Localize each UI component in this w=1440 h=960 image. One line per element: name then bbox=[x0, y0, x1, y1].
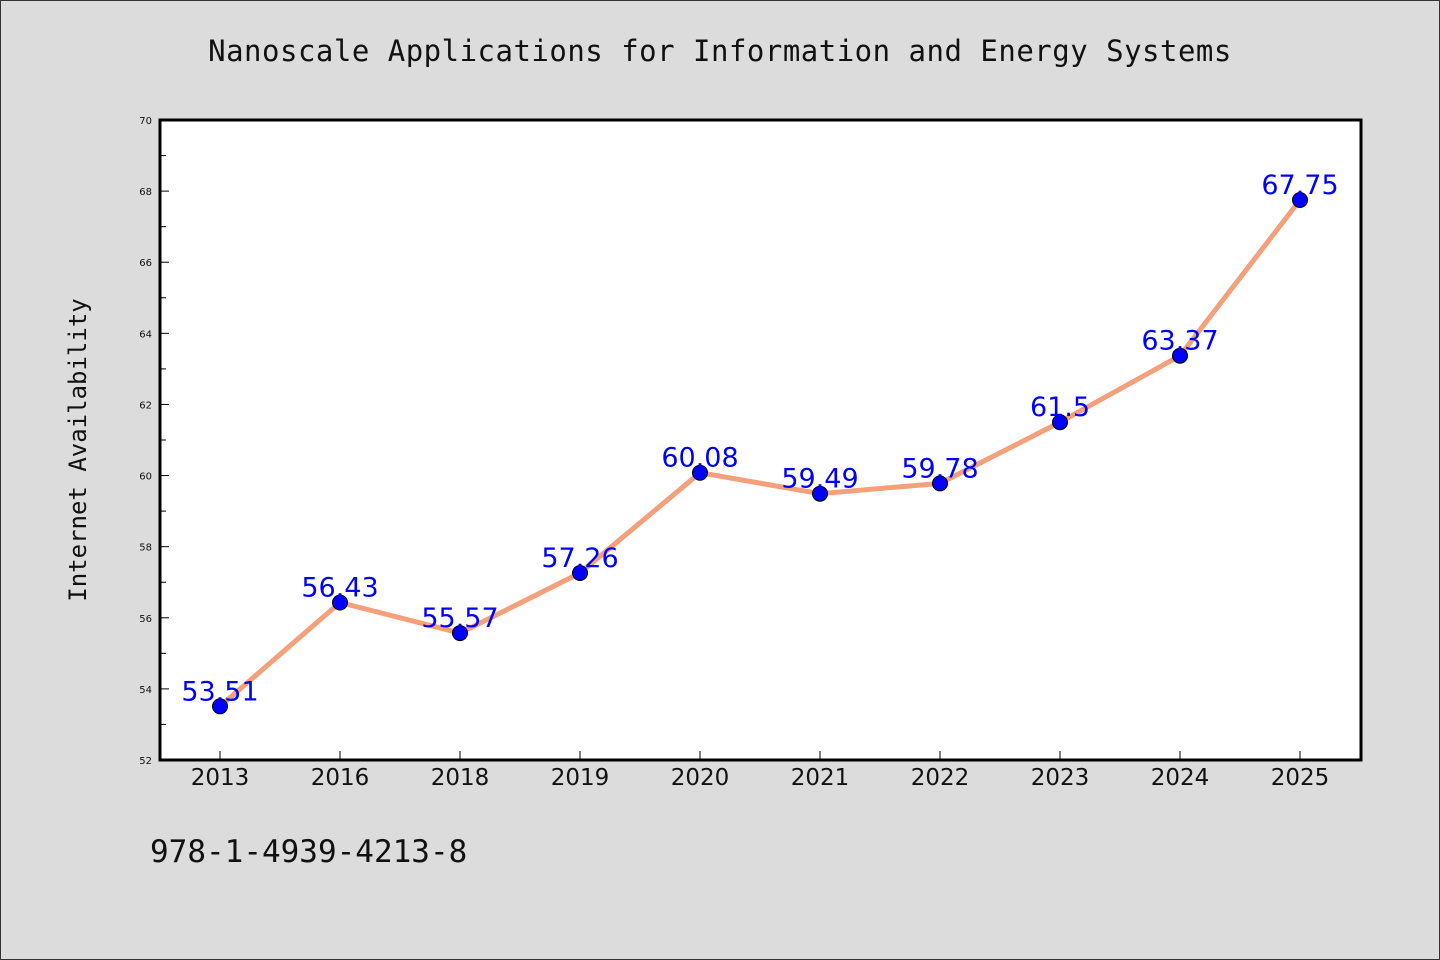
data-point bbox=[452, 625, 468, 642]
series-line bbox=[218, 198, 1302, 709]
x-tick-label: 2013 bbox=[191, 765, 250, 791]
chart-title: Nanoscale Applications for Information a… bbox=[208, 34, 1232, 68]
x-tick-label: 2024 bbox=[1151, 765, 1210, 791]
data-label: 61.5 bbox=[1030, 392, 1090, 423]
x-tick-label: 2025 bbox=[1271, 765, 1330, 791]
y-tick-label: 64 bbox=[139, 329, 152, 340]
y-tick-label: 60 bbox=[139, 472, 152, 483]
data-label: 59.49 bbox=[781, 464, 858, 495]
series-markers bbox=[212, 192, 1308, 715]
x-tick-label: 2023 bbox=[1031, 765, 1090, 791]
y-tick-label: 68 bbox=[139, 187, 152, 198]
y-tick-label: 66 bbox=[139, 258, 152, 269]
x-tick-label: 2019 bbox=[551, 765, 610, 791]
data-label: 60.08 bbox=[661, 443, 738, 474]
data-point bbox=[572, 564, 588, 581]
data-label: 56.43 bbox=[301, 572, 378, 603]
data-label: 55.57 bbox=[421, 603, 498, 634]
x-tick-label: 2020 bbox=[671, 765, 730, 791]
data-label: 57.26 bbox=[541, 543, 618, 574]
data-point bbox=[212, 698, 228, 715]
y-tick-label: 62 bbox=[139, 400, 152, 411]
data-point bbox=[692, 464, 708, 481]
plot-background bbox=[158, 118, 1363, 762]
x-tick-label: 2021 bbox=[791, 765, 850, 791]
data-point bbox=[932, 475, 948, 492]
y-axis: 52 54 56 58 60 62 64 66 68 70 bbox=[139, 116, 169, 767]
y-tick-label: 58 bbox=[139, 543, 152, 554]
isbn-text: 978-1-4939-4213-8 bbox=[150, 834, 468, 870]
data-label: 67.75 bbox=[1261, 170, 1338, 201]
y-tick-label: 70 bbox=[139, 116, 152, 127]
y-axis-label: Internet Availability bbox=[64, 298, 92, 601]
y-tick-label: 54 bbox=[139, 685, 152, 696]
data-point bbox=[1052, 414, 1068, 431]
x-tick-label: 2018 bbox=[431, 765, 490, 791]
y-tick-label: 56 bbox=[139, 614, 152, 625]
x-tick-label: 2022 bbox=[911, 765, 970, 791]
data-point bbox=[1292, 192, 1308, 208]
data-labels: 53.51 56.43 55.57 57.26 60.08 59.49 59.78 61.5 6… bbox=[181, 170, 1338, 707]
x-tick-label: 2016 bbox=[311, 765, 370, 791]
data-label: 59.78 bbox=[901, 453, 978, 484]
x-axis: 2013 2016 2018 2019 2020 2021 2022 2023 2024 2025 bbox=[191, 751, 1330, 791]
data-label: 63.37 bbox=[1141, 326, 1218, 357]
data-point bbox=[332, 594, 348, 611]
data-label: 53.51 bbox=[181, 676, 258, 707]
y-tick-label: 52 bbox=[139, 756, 152, 767]
data-point bbox=[812, 485, 828, 502]
data-point bbox=[1172, 347, 1188, 364]
